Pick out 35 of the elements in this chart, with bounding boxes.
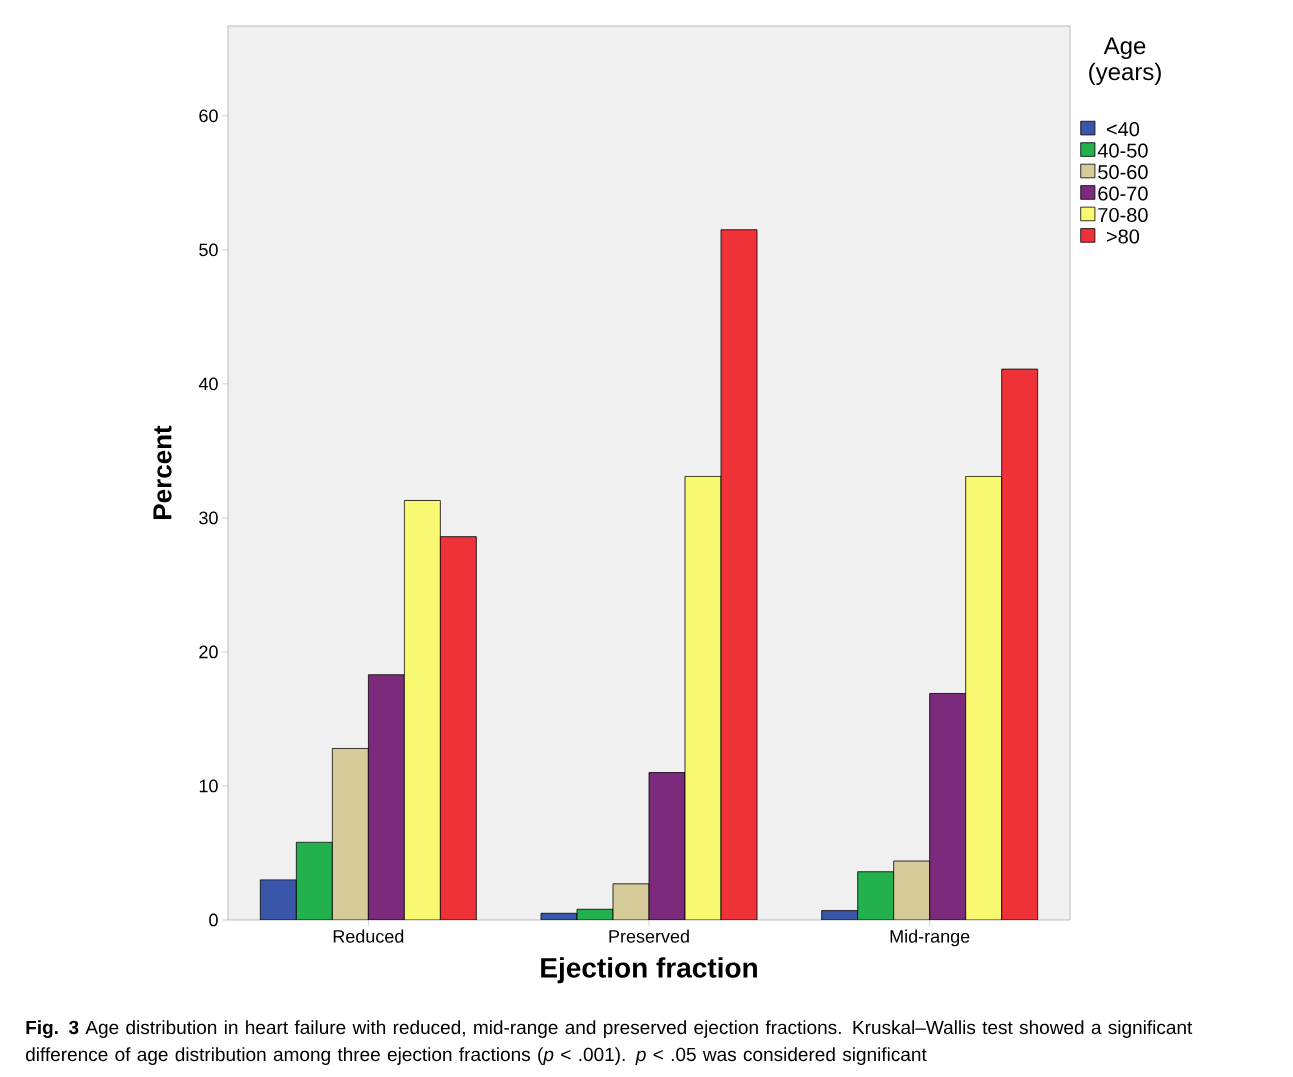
- bar: [612, 883, 650, 920]
- bar: [684, 475, 722, 920]
- x-tick-label: Reduced: [333, 929, 404, 943]
- legend-label: 50-60: [1098, 164, 1148, 180]
- x-axis-title: Ejection fraction: [541, 957, 757, 984]
- bar: [440, 536, 477, 920]
- bar: [857, 871, 895, 920]
- bar: [720, 229, 758, 920]
- y-tick-label: 60: [199, 109, 218, 123]
- bar: [893, 860, 931, 920]
- y-tick-label: 0: [209, 913, 218, 927]
- y-axis-title: Percent: [153, 425, 172, 519]
- bar: [332, 748, 369, 920]
- bar: [648, 772, 686, 920]
- legend-label: 40-50: [1097, 143, 1148, 158]
- x-tick-label: Preserved: [609, 929, 689, 943]
- x-tick-label: Mid-range: [890, 929, 970, 947]
- legend-label: <40: [1106, 122, 1140, 137]
- bar: [260, 879, 297, 920]
- bar: [929, 693, 967, 920]
- bar: [296, 842, 333, 920]
- y-tick-label: 10: [199, 779, 218, 793]
- text: Fig. 3 Age distribution in heart failure with reduced, mid-range and preserved ejection fractions. Kruskal–Wallis test showed a significant difference of age distribution among three ejection fractions (p < .001). p < .05 was considered significant: [26, 1020, 1193, 1065]
- y-tick-label: 40: [198, 377, 218, 391]
- bar: [404, 500, 441, 920]
- bar: [368, 674, 405, 920]
- legend-label: >80: [1106, 229, 1140, 244]
- legend-title: Age (years): [1089, 37, 1161, 86]
- y-tick-label: 20: [199, 645, 218, 659]
- y-tick-label: 50: [199, 243, 218, 257]
- bar: [965, 475, 1003, 920]
- legend-label: 60-70: [1098, 186, 1148, 201]
- y-tick-label: 30: [199, 511, 218, 525]
- legend-label: 70-80: [1098, 207, 1148, 223]
- bar: [1001, 368, 1039, 920]
